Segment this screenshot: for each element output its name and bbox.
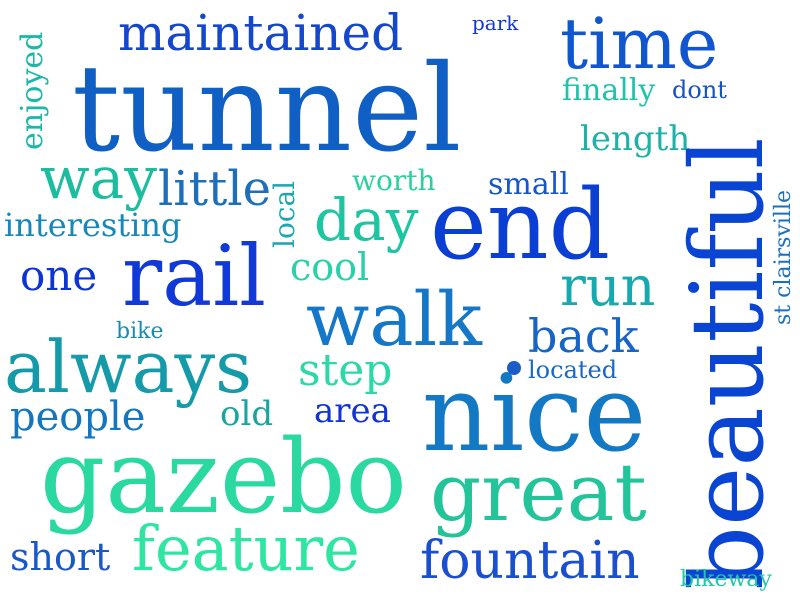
word-day: day — [314, 186, 419, 254]
dot-mark — [507, 361, 521, 375]
word-back: back — [528, 309, 640, 363]
word-end: end — [430, 169, 610, 281]
word-bike: bike — [116, 319, 163, 344]
word-finally: finally — [562, 73, 655, 108]
word-located: located — [528, 356, 617, 384]
word-maintained: maintained — [118, 4, 403, 62]
word-nice: nice — [422, 352, 646, 475]
word-local: local — [268, 181, 301, 248]
word-small: small — [488, 167, 569, 202]
word-enjoyed: enjoyed — [15, 32, 50, 150]
word-interesting: interesting — [4, 206, 181, 244]
word-worth: worth — [352, 164, 436, 197]
word-length: length — [580, 119, 690, 159]
word-run: run — [560, 255, 655, 318]
word-time: time — [560, 3, 718, 85]
word-st-clairsville: st clairsville — [771, 190, 796, 325]
word-one: one — [20, 251, 97, 300]
word-short: short — [10, 535, 110, 579]
word-fountain: fountain — [420, 531, 640, 591]
word-feature: feature — [132, 512, 360, 585]
word-beautiful: beautiful — [669, 137, 786, 590]
word-dont: dont — [672, 76, 727, 104]
word-little: little — [158, 161, 271, 217]
word-walk: walk — [306, 277, 483, 363]
word-great: great — [430, 446, 647, 539]
word-bikeway: bikeway — [680, 567, 772, 592]
word-step: step — [298, 345, 392, 396]
word-area: area — [314, 391, 391, 431]
word-rail: rail — [122, 227, 266, 325]
word-park: park — [472, 11, 519, 35]
word-gazebo: gazebo — [40, 418, 407, 537]
word-old: old — [220, 394, 273, 434]
word-tunnel: tunnel — [72, 40, 461, 179]
word-people: people — [10, 394, 145, 440]
word-way: way — [40, 144, 157, 212]
word-cool: cool — [290, 245, 369, 289]
word-always: always — [4, 325, 252, 409]
